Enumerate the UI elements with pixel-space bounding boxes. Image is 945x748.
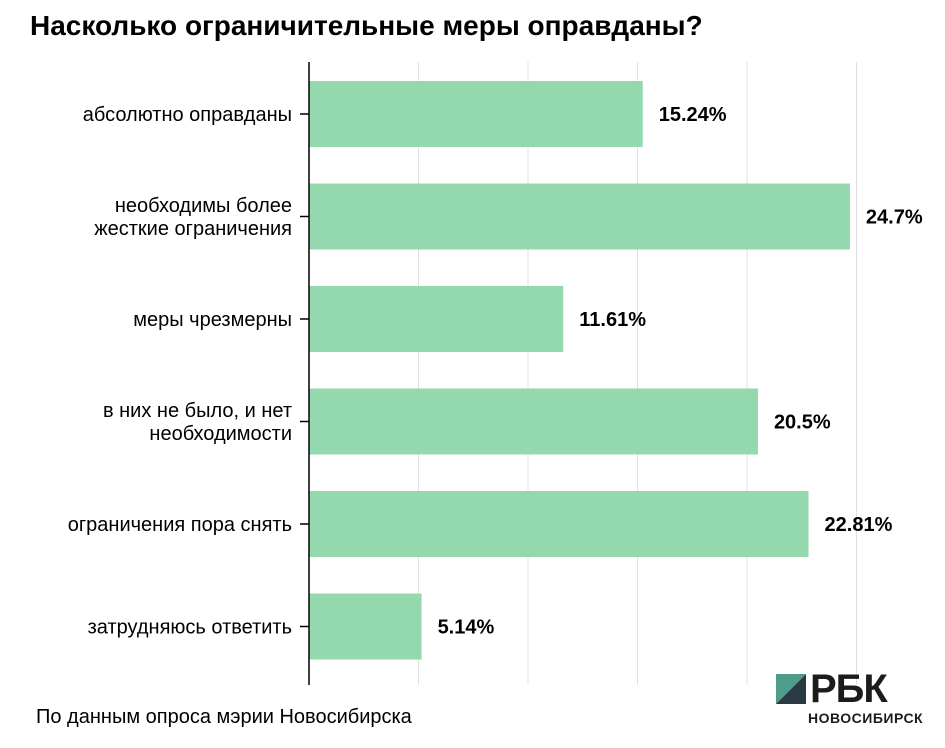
rbc-logo: РБК НОВОСИБИРСК	[776, 667, 936, 730]
data-label: 11.61%	[579, 309, 646, 331]
bar	[309, 388, 758, 455]
data-label: 15.24%	[659, 104, 727, 126]
category-label: жесткие ограничения	[94, 218, 292, 240]
category-label: необходимы более	[115, 195, 292, 217]
logo-text: РБК	[810, 667, 888, 711]
gridlines	[418, 62, 857, 685]
bar	[309, 593, 422, 660]
chart-title: Насколько ограничительные меры оправданы…	[30, 10, 703, 41]
bar	[309, 491, 809, 557]
bars	[309, 81, 850, 660]
category-label: абсолютно оправданы	[83, 104, 292, 126]
source-note: По данным опроса мэрии Новосибирска	[36, 706, 412, 728]
bar	[309, 286, 564, 352]
data-label: 22.81%	[825, 514, 893, 536]
bar	[309, 183, 850, 250]
category-label: затрудняюсь ответить	[88, 617, 292, 639]
category-label: в них не было, и нет	[103, 400, 292, 422]
category-label: ограничения пора снять	[68, 514, 292, 536]
data-label: 5.14%	[438, 617, 495, 639]
data-label: 20.5%	[774, 412, 831, 434]
bar	[309, 81, 643, 147]
data-label: 24.7%	[866, 207, 923, 229]
category-label: необходимости	[149, 423, 292, 445]
logo-subtitle: НОВОСИБИРСК	[808, 710, 924, 726]
category-label: меры чрезмерны	[133, 309, 292, 331]
labels: 15.24% абсолютно оправданы 24.7% необходимы…	[68, 104, 923, 639]
logo-mark-icon	[776, 674, 806, 704]
